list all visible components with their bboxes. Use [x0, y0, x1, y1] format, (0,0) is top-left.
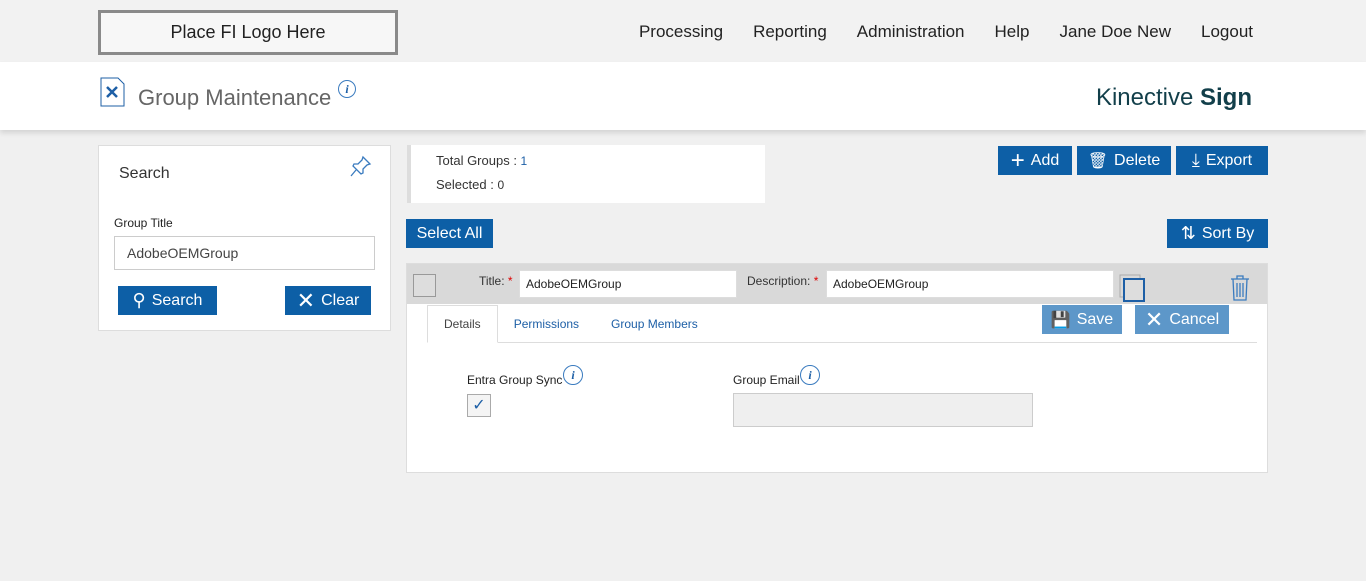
- group-email-label: Group Email: [733, 373, 800, 387]
- search-icon: ⚲: [132, 290, 146, 310]
- logo-placeholder: Place FI Logo Here: [98, 10, 398, 55]
- search-button[interactable]: ⚲ Search: [118, 286, 217, 315]
- document-tools-icon: [100, 77, 125, 107]
- group-title-input[interactable]: AdobeOEMGroup: [114, 236, 375, 270]
- group-email-input[interactable]: [733, 393, 1033, 427]
- tab-permissions[interactable]: Permissions: [513, 317, 580, 331]
- group-card: Title: * AdobeOEMGroup Description: * Ad…: [406, 263, 1268, 473]
- summary-box: Total Groups : 1 Selected : 0: [407, 145, 765, 203]
- download-icon: ⤓: [1191, 150, 1200, 170]
- nav-reporting[interactable]: Reporting: [753, 22, 827, 41]
- sort-by-button[interactable]: ⇅ Sort By: [1167, 219, 1268, 248]
- tab-group-members[interactable]: Group Members: [611, 317, 698, 331]
- save-button[interactable]: 💾 Save: [1042, 305, 1122, 334]
- tab-details[interactable]: Details: [427, 305, 498, 343]
- brand-logo: Kinective Sign: [1095, 84, 1252, 111]
- selected-count: 0: [497, 178, 505, 192]
- tabs-divider: [427, 342, 1257, 343]
- info-icon[interactable]: i: [800, 365, 820, 385]
- save-icon: 💾: [1050, 311, 1071, 329]
- trash-icon[interactable]: [1229, 274, 1251, 302]
- close-icon: ✕: [296, 287, 316, 313]
- title-input[interactable]: AdobeOEMGroup: [519, 270, 737, 298]
- clear-button[interactable]: ✕ Clear: [285, 286, 371, 315]
- nav-user[interactable]: Jane Doe New: [1059, 22, 1171, 41]
- info-icon[interactable]: i: [338, 80, 356, 98]
- delete-button[interactable]: 🗑 Delete: [1077, 146, 1171, 175]
- select-all-button[interactable]: Select All: [406, 219, 493, 248]
- plus-icon: +: [1010, 146, 1025, 174]
- export-button[interactable]: ⤓ Export: [1176, 146, 1268, 175]
- description-label: Description: *: [747, 274, 819, 288]
- entra-sync-label: Entra Group Sync: [467, 373, 563, 387]
- nav-logout[interactable]: Logout: [1201, 22, 1253, 41]
- group-title-label: Group Title: [114, 216, 173, 230]
- cancel-button[interactable]: ✕ Cancel: [1135, 305, 1229, 334]
- tab-bar: Details Permissions Group Members: [427, 305, 714, 343]
- total-groups-count: 1: [520, 154, 528, 168]
- page-title: Group Maintenance: [138, 85, 332, 110]
- info-icon[interactable]: i: [563, 365, 583, 385]
- page-header: [0, 62, 1366, 130]
- nav-help[interactable]: Help: [994, 22, 1030, 41]
- nav-administration[interactable]: Administration: [856, 22, 965, 41]
- pin-icon[interactable]: [349, 154, 373, 178]
- search-panel: Search Group Title AdobeOEMGroup ⚲ Search…: [98, 145, 391, 331]
- main-nav: Processing Reporting Administration Help…: [639, 22, 1253, 42]
- trash-icon: 🗑: [1087, 152, 1109, 170]
- description-input[interactable]: AdobeOEMGroup: [826, 270, 1114, 298]
- title-label: Title: *: [479, 274, 513, 288]
- close-icon: ✕: [1144, 306, 1164, 332]
- search-heading: Search: [119, 165, 170, 182]
- add-button[interactable]: + Add: [998, 146, 1072, 175]
- group-select-checkbox[interactable]: [413, 274, 436, 297]
- entra-sync-checkbox[interactable]: ✓: [467, 394, 491, 417]
- nav-processing[interactable]: Processing: [638, 22, 724, 41]
- sort-icon: ⇅: [1180, 223, 1196, 243]
- copy-icon[interactable]: [1119, 274, 1147, 302]
